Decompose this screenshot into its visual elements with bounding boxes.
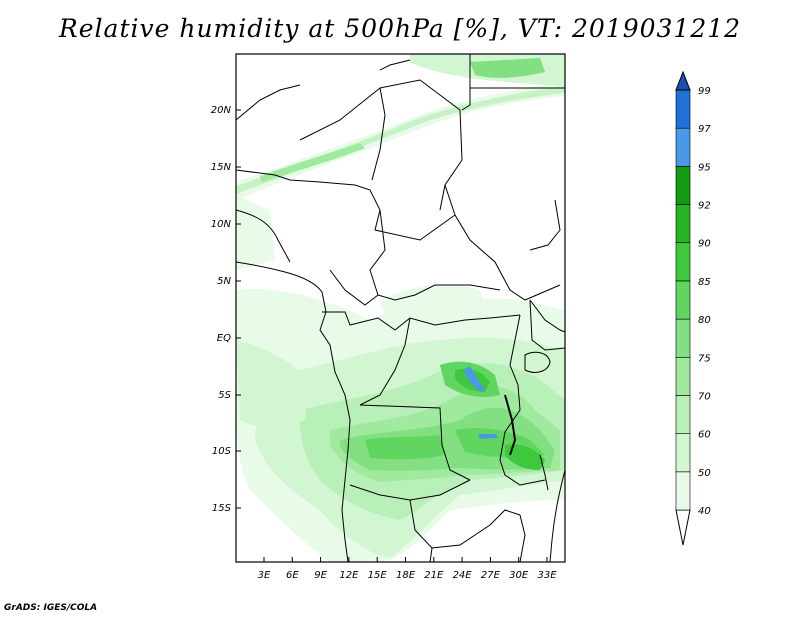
colorbar-segment bbox=[675, 433, 691, 473]
colorbar-segment-above-99 bbox=[675, 70, 691, 91]
border-1 bbox=[235, 169, 381, 231]
longitude-axis: 3E 6E 9E 12E 15E 18E 21E 24E 27E 30E 33E bbox=[258, 557, 557, 581]
lon-tick-label: 12E bbox=[339, 570, 359, 581]
colorbar-segment bbox=[675, 471, 691, 511]
colorbar-segment-below-40 bbox=[675, 509, 691, 546]
lake-tanganyika bbox=[504, 394, 517, 456]
border-22 bbox=[379, 59, 411, 71]
colorbar-segment bbox=[675, 127, 691, 167]
border-16 bbox=[409, 499, 521, 549]
border-23 bbox=[235, 84, 301, 121]
lat-tick-label: 10N bbox=[211, 219, 232, 230]
border-18 bbox=[519, 514, 526, 563]
lake-victoria bbox=[524, 351, 551, 373]
grads-credit: GrADS: IGES/COLA bbox=[4, 603, 98, 613]
colorbar-segment bbox=[675, 89, 691, 129]
colorbar-label: 90 bbox=[698, 239, 711, 250]
lat-tick-label: EQ bbox=[217, 333, 231, 344]
rh-west-strip bbox=[236, 195, 275, 270]
border-19 bbox=[529, 299, 566, 333]
border-9 bbox=[369, 209, 501, 301]
rh-core-95-b bbox=[478, 434, 498, 439]
border-12 bbox=[359, 317, 411, 406]
coastline-west bbox=[235, 261, 351, 563]
colorbar-segment bbox=[675, 395, 691, 434]
lat-tick-label: 15N bbox=[211, 162, 232, 173]
latitude-axis: 20N 15N 10N 5N EQ 5S 10S 15S bbox=[211, 105, 241, 514]
border-10 bbox=[329, 269, 379, 306]
colorbar-label: 75 bbox=[698, 353, 711, 364]
lon-tick-label: 3E bbox=[258, 570, 271, 581]
lon-tick-label: 18E bbox=[396, 570, 416, 581]
border-21 bbox=[529, 199, 561, 251]
border-11 bbox=[322, 311, 521, 331]
colorbar-segment bbox=[675, 280, 691, 320]
lon-tick-label: 15E bbox=[368, 570, 388, 581]
rh-top-patch-80 bbox=[470, 58, 545, 78]
lon-tick-label: 6E bbox=[286, 570, 299, 581]
rh-core-east-90 bbox=[505, 444, 545, 470]
rh-band-north-75 bbox=[260, 143, 365, 182]
lon-tick-label: 24E bbox=[453, 570, 473, 581]
colorbar-label: 99 bbox=[698, 86, 711, 97]
border-8 bbox=[374, 214, 456, 241]
border-3 bbox=[299, 87, 386, 181]
lon-tick-label: 9E bbox=[314, 570, 327, 581]
rh-west-coast-plume bbox=[236, 340, 310, 428]
rh-core-95-a bbox=[463, 366, 485, 392]
lon-tick-label: 21E bbox=[424, 570, 444, 581]
lon-tick-label: 33E bbox=[537, 570, 557, 581]
border-17 bbox=[429, 547, 433, 563]
border-5 bbox=[461, 54, 471, 111]
rh-south-85 bbox=[365, 435, 445, 460]
rh-band-north-60 bbox=[236, 86, 565, 194]
colorbar-label: 50 bbox=[698, 468, 711, 479]
map-title: Relative humidity at 500hPa [%], VT: 201… bbox=[58, 14, 742, 43]
colorbar-label: 40 bbox=[698, 506, 711, 517]
lon-tick-label: 30E bbox=[509, 570, 529, 581]
lat-tick-label: 10S bbox=[212, 446, 232, 457]
coastline-east bbox=[549, 469, 566, 563]
border-14 bbox=[359, 404, 471, 481]
colorbar-label: 60 bbox=[698, 430, 711, 441]
colorbar-label: 70 bbox=[698, 391, 711, 402]
colorbar-segment bbox=[675, 166, 691, 205]
colorbar-segment bbox=[675, 356, 691, 396]
border-2 bbox=[235, 209, 291, 263]
colorbar-label: 97 bbox=[698, 124, 711, 135]
colorbar-label: 80 bbox=[698, 315, 711, 326]
lat-tick-label: 5S bbox=[218, 390, 231, 401]
lake-malawi bbox=[539, 454, 549, 491]
map-outlines bbox=[235, 53, 566, 563]
colorbar-segment bbox=[675, 242, 691, 282]
border-20 bbox=[529, 299, 566, 351]
lat-tick-label: 15S bbox=[212, 503, 232, 514]
colorbar-label: 85 bbox=[698, 277, 711, 288]
border-4 bbox=[379, 79, 463, 211]
lat-tick-label: 5N bbox=[217, 276, 231, 287]
colorbar-label: 95 bbox=[698, 162, 711, 173]
colorbar-segment bbox=[675, 204, 691, 244]
colorbar-label: 92 bbox=[698, 201, 711, 212]
lon-tick-label: 27E bbox=[481, 570, 501, 581]
colorbar-segment bbox=[675, 318, 691, 358]
lat-tick-label: 20N bbox=[211, 105, 232, 116]
map-frame bbox=[235, 53, 566, 563]
